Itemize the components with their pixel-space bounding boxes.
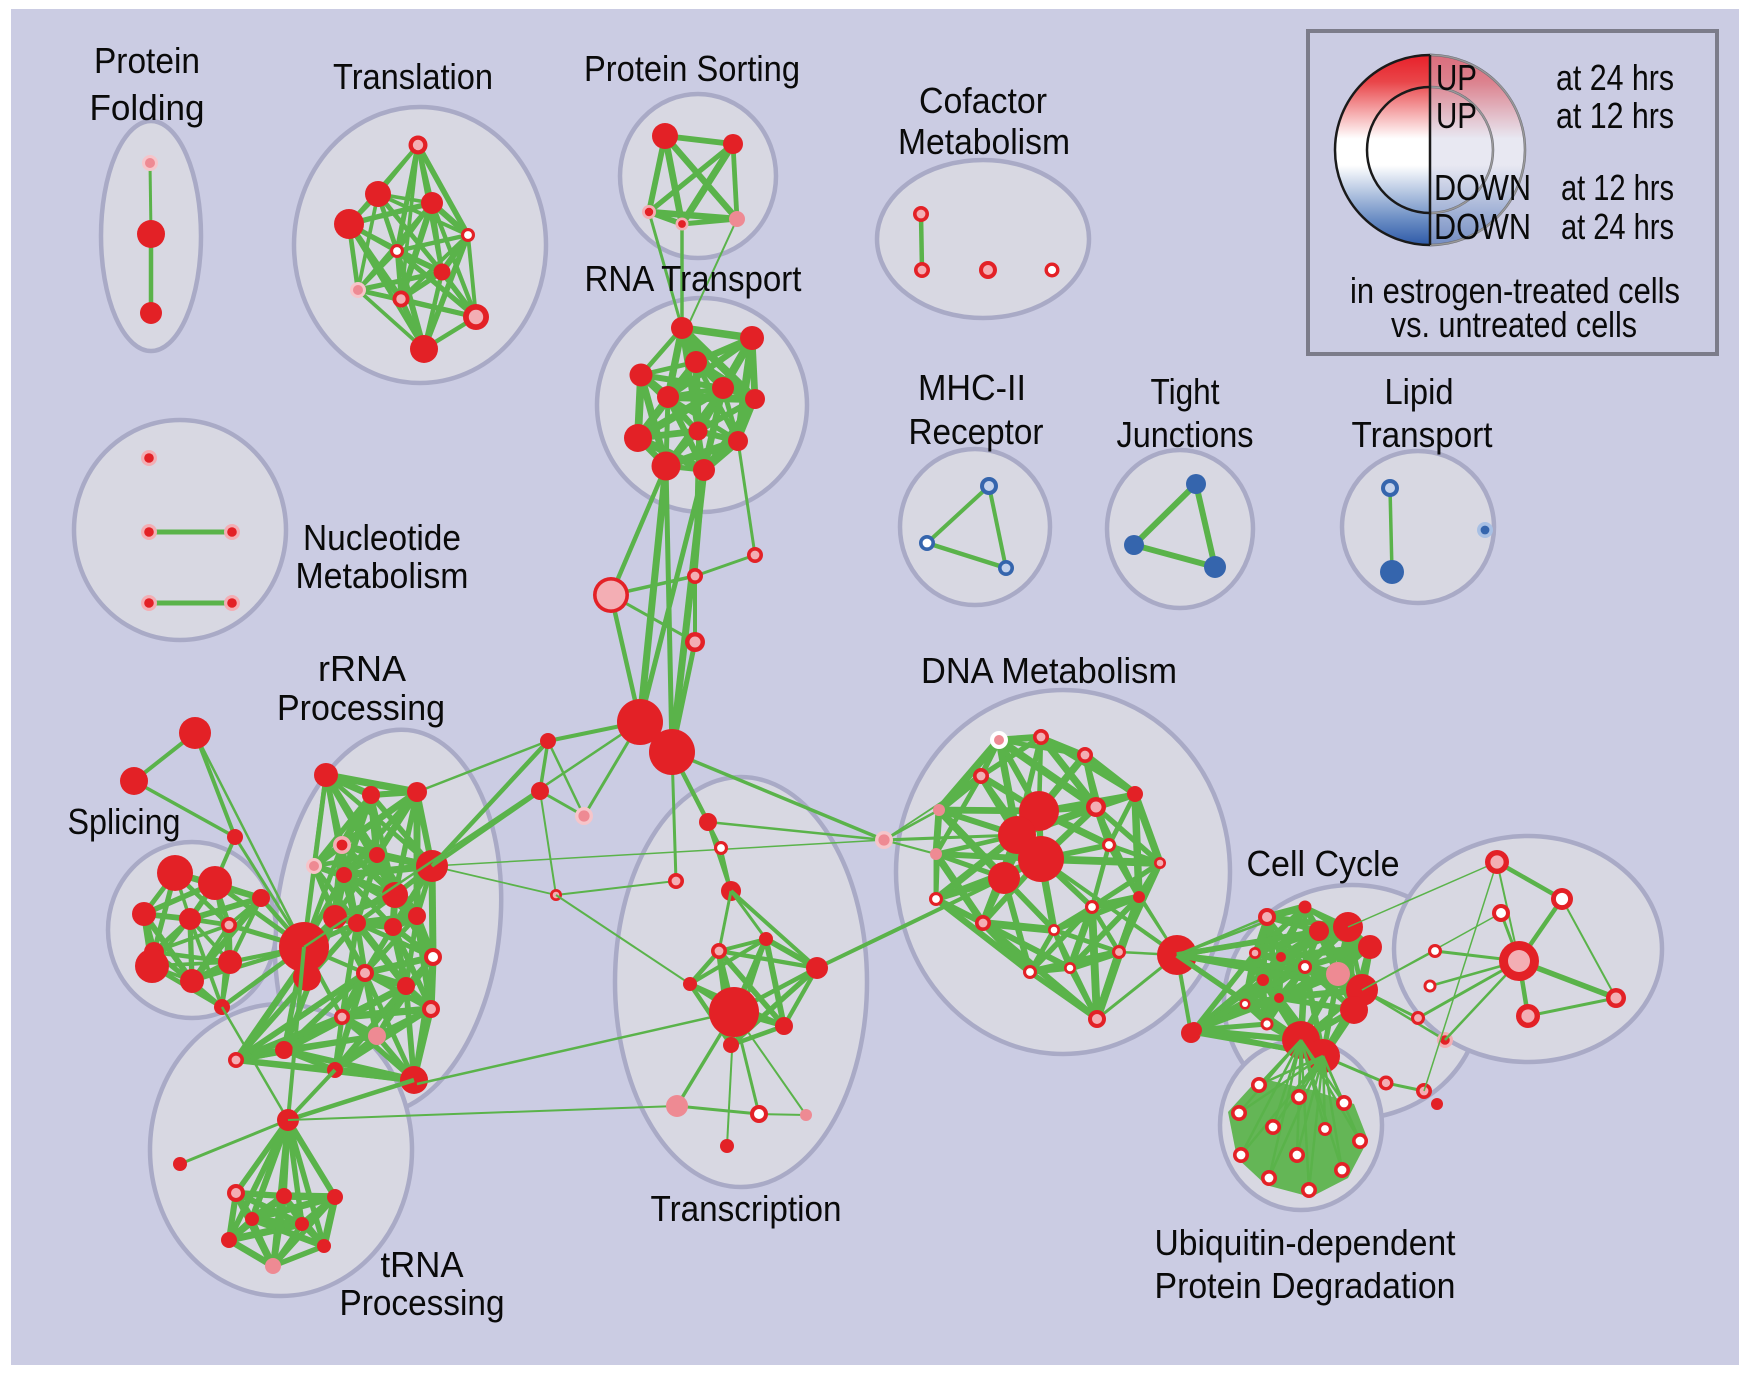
svg-text:Transcription: Transcription (651, 1188, 842, 1229)
svg-text:Splicing: Splicing (68, 801, 181, 842)
svg-text:Cofactor: Cofactor (919, 80, 1047, 121)
svg-text:Processing: Processing (277, 687, 445, 728)
svg-text:Folding: Folding (90, 87, 205, 128)
svg-text:Protein: Protein (94, 40, 200, 81)
svg-text:DNA Metabolism: DNA Metabolism (921, 650, 1177, 691)
svg-text:Nucleotide: Nucleotide (303, 517, 461, 558)
svg-text:in estrogen-treated cells: in estrogen-treated cells (1350, 270, 1680, 311)
svg-text:UP: UP (1436, 57, 1477, 98)
svg-text:Junctions: Junctions (1117, 414, 1254, 455)
svg-text:tRNA: tRNA (381, 1244, 464, 1285)
svg-text:Transport: Transport (1352, 414, 1493, 455)
svg-text:Tight: Tight (1151, 371, 1220, 412)
svg-text:Protein Sorting: Protein Sorting (584, 48, 800, 89)
svg-text:vs. untreated cells: vs. untreated cells (1391, 304, 1637, 345)
svg-text:Lipid: Lipid (1385, 371, 1454, 412)
svg-text:at 24 hrs: at 24 hrs (1561, 206, 1674, 247)
svg-text:Metabolism: Metabolism (296, 555, 469, 596)
svg-text:rRNA: rRNA (318, 648, 406, 689)
svg-text:at 24 hrs: at 24 hrs (1556, 57, 1674, 98)
svg-text:Protein Degradation: Protein Degradation (1155, 1265, 1456, 1306)
svg-text:Ubiquitin-dependent: Ubiquitin-dependent (1155, 1222, 1456, 1263)
svg-text:DOWN: DOWN (1434, 206, 1531, 247)
svg-text:MHC-II: MHC-II (918, 367, 1026, 408)
svg-text:at 12 hrs: at 12 hrs (1561, 167, 1674, 208)
svg-text:at 12 hrs: at 12 hrs (1556, 95, 1674, 136)
svg-text:RNA Transport: RNA Transport (585, 258, 802, 299)
svg-text:DOWN: DOWN (1434, 167, 1531, 208)
svg-text:Translation: Translation (333, 56, 493, 97)
svg-text:UP: UP (1436, 95, 1477, 136)
svg-text:Metabolism: Metabolism (898, 121, 1070, 162)
svg-text:Receptor: Receptor (909, 411, 1044, 452)
svg-text:Cell Cycle: Cell Cycle (1247, 843, 1400, 884)
svg-text:Processing: Processing (340, 1282, 505, 1323)
